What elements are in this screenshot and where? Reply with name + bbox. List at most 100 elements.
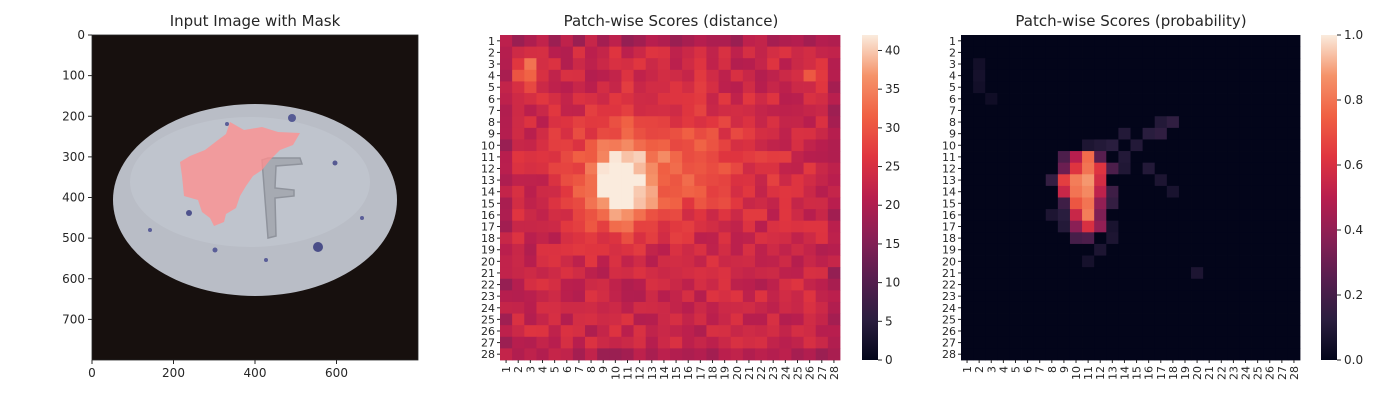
heatmap-cell [1251,290,1265,303]
heatmap-cell [512,35,525,48]
heatmap-cell [791,325,804,338]
heatmap-cell [779,255,792,268]
heatmap-cell [548,174,562,187]
heatmap-cell [1275,197,1289,210]
heatmap-cell [730,197,744,210]
heatmap-cell [500,127,513,140]
heatmap-cell [961,290,974,303]
heatmap-cell [670,81,683,94]
heatmap-cell [621,174,634,187]
heatmap-cell [1251,151,1265,164]
heatmap-cell [597,220,610,233]
heatmap-cell [779,174,792,187]
heatmap-cell [657,197,671,210]
heatmap-cell [1130,116,1144,129]
row-label: 3 [488,58,495,71]
heatmap-cell [815,58,829,71]
heatmap-cell [985,255,998,268]
heatmap-cell [1251,185,1265,198]
heatmap-cell [572,174,586,187]
heatmap-cell [1130,69,1144,82]
heatmap-cell [536,209,549,222]
heatmap-cell [961,116,974,129]
heatmap-cell [670,185,683,198]
heatmap-cell [803,290,817,303]
heatmap-cell [1082,81,1095,94]
heatmap-cell [1106,255,1119,268]
heatmap-cell [609,255,622,268]
heatmap-cell [536,336,549,349]
heatmap-cell [997,336,1010,349]
heatmap-cell [1251,301,1265,314]
heatmap-cell [548,93,562,106]
heatmap-cell [694,162,707,175]
heatmap-cell [1275,139,1289,152]
heatmap-cell [585,174,598,187]
row-label: 11 [481,151,495,164]
heatmap-cell [1021,232,1035,245]
heatmap-cell [1094,127,1107,140]
heatmap-cell [730,69,744,82]
heatmap-cell [742,325,756,338]
heatmap-cell [1227,185,1240,198]
heatmap-cell [803,104,817,117]
col-label: 11 [1082,366,1095,380]
heatmap-cell [1251,348,1265,361]
col-label: 10 [609,366,622,380]
heatmap-cell [1287,174,1301,187]
heatmap-cell [755,104,768,117]
heatmap-cell [500,185,513,198]
heatmap-cell [1009,139,1022,152]
heatmap-cell [1166,301,1180,314]
col-label: 28 [828,366,841,380]
row-label: 6 [949,93,956,106]
heatmap-cell [779,127,792,140]
heatmap-cell [1021,278,1035,291]
heatmap-cell [572,267,586,280]
heatmap-cell [1033,93,1047,106]
heatmap-cell [1082,290,1095,303]
heatmap-cell [803,35,817,48]
heatmap-cell [1178,209,1192,222]
heatmap-cell [1094,139,1107,152]
col-label: 13 [646,366,659,380]
heatmap-cell [803,185,817,198]
heatmap-cell [694,104,707,117]
heatmap-cell [742,46,756,59]
heatmap-cell [633,93,647,106]
heatmap-cell [1263,290,1277,303]
heatmap-cell [973,58,986,71]
heatmap-cell [1130,336,1144,349]
heatmap-cell [1130,151,1144,164]
heatmap-cell [985,46,998,59]
heatmap-cell [621,336,634,349]
heatmap-cell [1203,46,1216,59]
heatmap-cell [670,35,683,48]
heatmap-cell [1118,325,1131,338]
heatmap-cell [1191,185,1204,198]
colorbar-tick-label: 1.0 [1344,28,1363,42]
heatmap-cell [682,220,695,233]
heatmap-cell [718,151,732,164]
col-label: 16 [1143,366,1156,380]
heatmap-cell [779,278,792,291]
heatmap-cell [1166,197,1180,210]
heatmap-cell [706,46,719,59]
col-label: 8 [1046,366,1059,373]
heatmap-cell [1082,243,1095,256]
heatmap-cell [1009,93,1022,106]
heatmap-cell [670,174,683,187]
heatmap-cell [1203,127,1216,140]
heatmap-cell [670,139,683,152]
heatmap-cell [1166,209,1180,222]
heatmap-cell [1033,151,1047,164]
heatmap-cell [657,81,671,94]
col-label: 8 [585,366,598,373]
heatmap-cell [1033,46,1047,59]
heatmap-cell [585,267,598,280]
heatmap-cell [1263,313,1277,326]
heatmap-cell [961,35,974,48]
heatmap-cell [1263,127,1277,140]
heatmap-cell [767,174,780,187]
heatmap-cell [1191,336,1204,349]
